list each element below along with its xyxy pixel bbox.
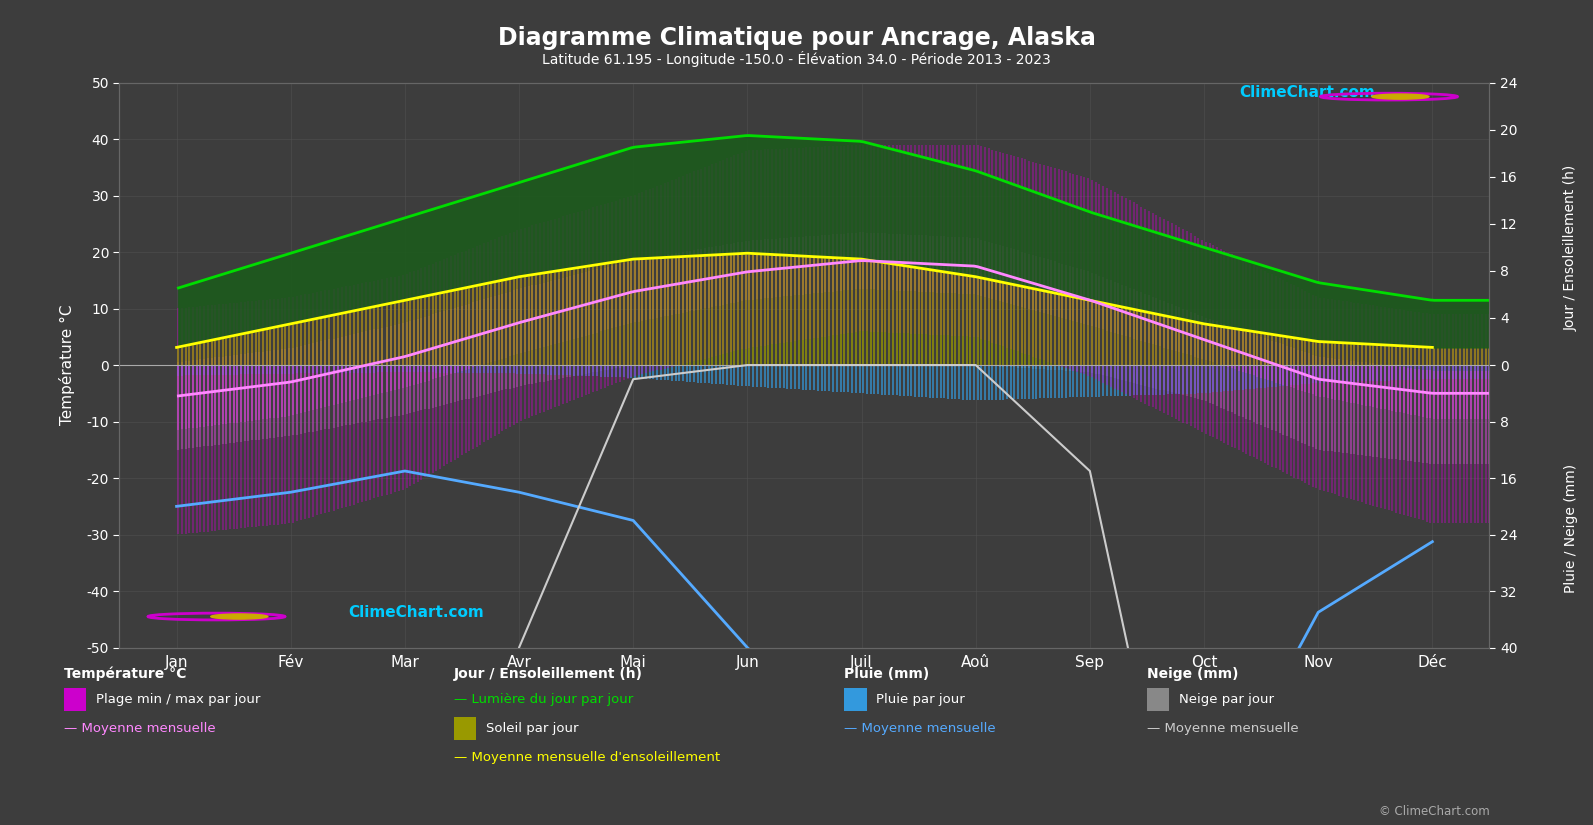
Text: Pluie par jour: Pluie par jour (876, 693, 965, 706)
Text: Soleil par jour: Soleil par jour (486, 722, 578, 735)
Text: — Lumière du jour par jour: — Lumière du jour par jour (454, 693, 634, 706)
Text: — Moyenne mensuelle: — Moyenne mensuelle (64, 722, 215, 735)
Ellipse shape (1372, 94, 1429, 99)
Text: Pluie / Neige (mm): Pluie / Neige (mm) (1564, 464, 1577, 592)
Text: Pluie (mm): Pluie (mm) (844, 667, 930, 681)
Text: — Moyenne mensuelle: — Moyenne mensuelle (844, 722, 996, 735)
Text: ClimeChart.com: ClimeChart.com (347, 605, 484, 620)
Text: Plage min / max par jour: Plage min / max par jour (96, 693, 260, 706)
Text: ClimeChart.com: ClimeChart.com (1239, 85, 1375, 100)
Text: Diagramme Climatique pour Ancrage, Alaska: Diagramme Climatique pour Ancrage, Alask… (497, 26, 1096, 50)
Text: — Moyenne mensuelle d'ensoleillement: — Moyenne mensuelle d'ensoleillement (454, 751, 720, 764)
Text: Jour / Ensoleillement (h): Jour / Ensoleillement (h) (454, 667, 644, 681)
Y-axis label: Température °C: Température °C (59, 304, 75, 426)
Ellipse shape (210, 614, 268, 619)
Text: Température °C: Température °C (64, 667, 186, 681)
Text: Latitude 61.195 - Longitude -150.0 - Élévation 34.0 - Période 2013 - 2023: Latitude 61.195 - Longitude -150.0 - Élé… (542, 51, 1051, 67)
Text: Neige par jour: Neige par jour (1179, 693, 1274, 706)
Text: © ClimeChart.com: © ClimeChart.com (1378, 805, 1489, 818)
Text: Neige (mm): Neige (mm) (1147, 667, 1238, 681)
Text: Jour / Ensoleillement (h): Jour / Ensoleillement (h) (1564, 164, 1577, 331)
Text: — Moyenne mensuelle: — Moyenne mensuelle (1147, 722, 1298, 735)
